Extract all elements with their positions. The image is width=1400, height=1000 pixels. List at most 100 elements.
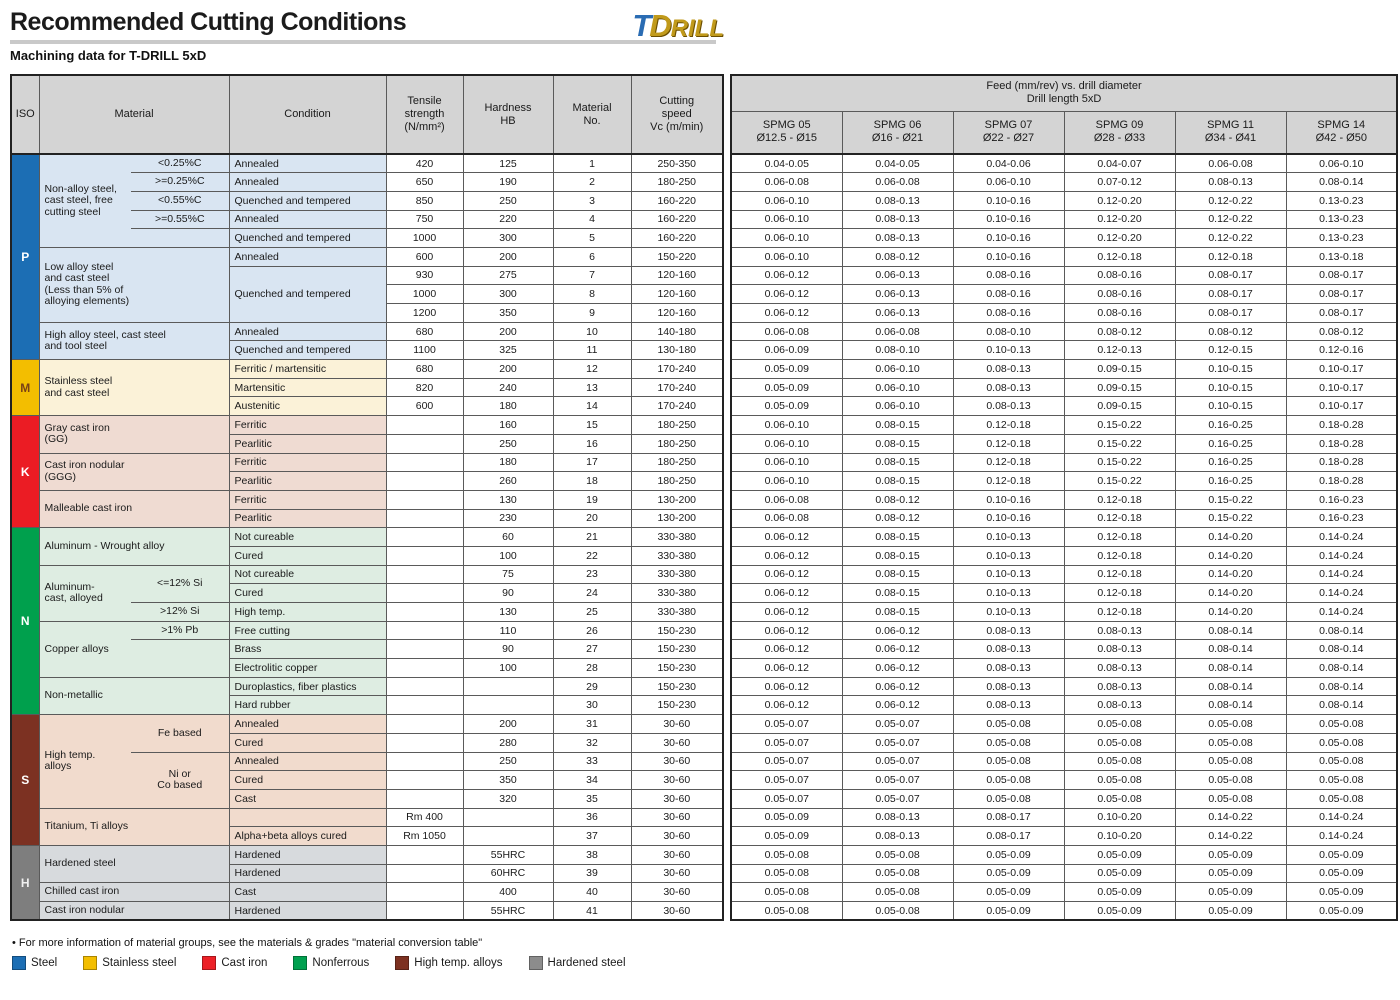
tensile-cell	[385, 788, 464, 809]
table-row: High alloy steel, cast steel and tool st…	[11, 321, 724, 361]
cutting-speed-cell: 330-380	[630, 564, 724, 585]
cutting-speed-cell: 30-60	[630, 732, 724, 753]
cutting-speed-cell: 330-380	[630, 602, 724, 622]
feed-cell: 0.16-0.23	[1285, 489, 1398, 510]
feed-cell: 0.06-0.08	[730, 172, 843, 192]
feed-cell: 0.06-0.10	[730, 452, 843, 473]
feed-cell: 0.08-0.16	[952, 303, 1065, 323]
cutting-speed-cell: 120-160	[630, 265, 724, 286]
hardness-cell: 230	[462, 508, 554, 529]
feed-cell: 0.06-0.10	[730, 190, 843, 211]
tensile-cell	[385, 770, 464, 790]
feed-cell: 0.08-0.15	[841, 433, 954, 454]
feed-cell: 0.05-0.09	[1285, 901, 1398, 921]
feed-cell: 0.05-0.09	[1063, 844, 1176, 865]
tensile-cell	[385, 732, 464, 753]
feed-cell: 0.12-0.18	[952, 471, 1065, 491]
feed-cell: 0.08-0.15	[841, 415, 954, 435]
feed-cell: 0.12-0.20	[1063, 228, 1176, 248]
material-no-cell: 14	[552, 396, 632, 417]
material-no-cell: 26	[552, 620, 632, 641]
hardness-cell	[462, 676, 554, 697]
feed-cell: 0.13-0.23	[1285, 228, 1398, 248]
feed-row: 0.05-0.09 0.08-0.13 0.08-0.17 0.10-0.20 0.14…	[730, 807, 1398, 828]
feed-cell: 0.14-0.24	[1285, 545, 1398, 566]
tensile-cell	[385, 676, 464, 697]
hardness-cell: 300	[462, 284, 554, 304]
feed-cell: 0.14-0.20	[1174, 602, 1287, 622]
feed-cell: 0.05-0.08	[841, 882, 954, 902]
feed-cell: 0.06-0.10	[730, 471, 843, 491]
feed-row: 0.06-0.12 0.06-0.12 0.08-0.13 0.08-0.13 0.08…	[730, 695, 1398, 716]
tensile-cell	[385, 882, 464, 902]
feed-cell: 0.06-0.08	[841, 321, 954, 342]
hardness-cell: 100	[462, 545, 554, 566]
material-no-cell: 29	[552, 676, 632, 697]
material-no-cell: 23	[552, 564, 632, 585]
feed-cell: 0.06-0.12	[730, 695, 843, 716]
cutting-speed-cell: 30-60	[630, 901, 724, 921]
feed-cell: 0.10-0.15	[1174, 359, 1287, 379]
condition-cell: Annealed	[228, 714, 387, 734]
feed-cell: 0.05-0.09	[952, 863, 1065, 884]
material-cell: Non-metallic	[38, 676, 230, 716]
hardness-cell: 240	[462, 377, 554, 398]
feed-cell: 0.08-0.14	[1285, 172, 1398, 192]
feed-cell: 0.06-0.12	[730, 303, 843, 323]
tensile-cell	[385, 583, 464, 603]
condition-cell: Annealed	[228, 153, 387, 174]
feed-cell: 0.18-0.28	[1285, 433, 1398, 454]
feed-cell: 0.08-0.12	[841, 508, 954, 529]
material-no-cell: 9	[552, 303, 632, 323]
feed-cell: 0.05-0.08	[1063, 788, 1176, 809]
feed-cell: 0.08-0.14	[1285, 676, 1398, 697]
feed-cell: 0.12-0.18	[1063, 489, 1176, 510]
table-row: Electrolitic copper 100 28 150-230	[11, 658, 724, 678]
feed-cell: 0.08-0.10	[952, 321, 1065, 342]
feed-row: 0.06-0.12 0.06-0.12 0.08-0.13 0.08-0.13 0.08…	[730, 658, 1398, 678]
material-cell: Hardened steel	[38, 844, 230, 884]
material-no-cell: 2	[552, 172, 632, 192]
feed-cell: 0.05-0.08	[730, 882, 843, 902]
feed-cell: 0.06-0.12	[730, 602, 843, 622]
tensile-cell: 600	[385, 396, 464, 417]
feed-cell: 0.16-0.25	[1174, 415, 1287, 435]
feed-cell: 0.08-0.13	[952, 676, 1065, 697]
condition-cell: Cured	[228, 770, 387, 790]
tensile-cell: Rm 400	[385, 807, 464, 828]
condition-cell: Free cutting	[228, 620, 387, 641]
feed-row: 0.06-0.08 0.08-0.12 0.10-0.16 0.12-0.18 0.15…	[730, 489, 1398, 510]
cutting-speed-cell: 150-230	[630, 620, 724, 641]
feed-cell: 0.10-0.15	[1174, 377, 1287, 398]
feed-cell: 0.05-0.08	[730, 901, 843, 921]
iso-group-cell: K	[10, 415, 40, 529]
feed-cell: 0.12-0.20	[1063, 190, 1176, 211]
feed-cell: 0.05-0.09	[730, 826, 843, 846]
hardness-cell: 300	[462, 228, 554, 248]
table-row: Chilled cast iron Cast 400 40 30-60	[11, 882, 724, 902]
tensile-cell: Rm 1050	[385, 826, 464, 846]
feed-cell: 0.05-0.09	[1063, 901, 1176, 921]
tensile-header: Tensile strength (N/mm²)	[385, 74, 464, 155]
feed-cell: 0.06-0.10	[841, 377, 954, 398]
cutting-speed-cell: 30-60	[630, 882, 724, 902]
hardness-cell: 320	[462, 788, 554, 809]
hardness-cell: 325	[462, 340, 554, 361]
cutting-speed-cell: 150-230	[630, 676, 724, 697]
material-no-cell: 8	[552, 284, 632, 304]
feed-row: 0.05-0.08 0.05-0.08 0.05-0.09 0.05-0.09 0.05…	[730, 844, 1398, 865]
feed-cell: 0.06-0.12	[841, 658, 954, 678]
feed-cell: 0.05-0.09	[730, 377, 843, 398]
feed-row: 0.05-0.07 0.05-0.07 0.05-0.08 0.05-0.08 0.05…	[730, 714, 1398, 734]
tensile-cell	[385, 658, 464, 678]
tensile-cell: 850	[385, 190, 464, 211]
feed-cell: 0.14-0.24	[1285, 602, 1398, 622]
feed-cell: 0.08-0.14	[1285, 620, 1398, 641]
feed-cell: 0.06-0.09	[730, 340, 843, 361]
hardness-header: Hardness HB	[462, 74, 554, 155]
feed-row: 0.06-0.10 0.08-0.13 0.10-0.16 0.12-0.20 0.12…	[730, 228, 1398, 248]
feed-row: 0.06-0.12 0.06-0.12 0.08-0.13 0.08-0.13 0.08…	[730, 620, 1398, 641]
feed-cell: 0.10-0.13	[952, 340, 1065, 361]
feed-cell: 0.14-0.24	[1285, 564, 1398, 585]
material-cell: Cast iron nodular	[38, 901, 230, 921]
